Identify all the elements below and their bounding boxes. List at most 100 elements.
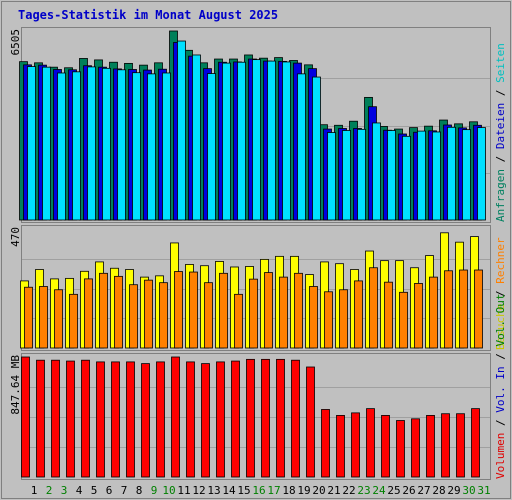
bar [114,275,123,349]
bar [111,361,120,478]
bar [57,72,66,221]
bar [297,73,306,221]
bar [327,132,336,221]
bar [324,291,333,349]
legend-seiten: Seiten [494,43,507,83]
bar [36,359,45,478]
right-legend: Besuche / Rechner [494,237,507,350]
x-axis-tick-labels: 1 2 3 4 5 6 7 8 9 10 11 12 13 14 15 16 17 18 19 20 21 22 23 24 2… [31,484,491,497]
bar [126,361,135,478]
bar [321,409,330,478]
bar [216,361,225,478]
bar [54,289,63,349]
bar [261,358,270,478]
panel-top: 6505 Anfragen / Dateien / Seiten [9,27,507,223]
x-tick-label: 5 [91,484,98,497]
legend-besuche: Besuche [494,304,507,350]
bar [432,131,441,221]
legend-rechner: Rechner [494,237,507,284]
x-tick-label: 6 [106,484,113,497]
bar [339,289,348,349]
bar [417,130,426,221]
bar [402,135,411,221]
panel-bottom: 847.64 MB Volumen / Vol. In / Vol. Out [9,294,507,480]
bar [21,356,30,478]
bar [414,283,423,349]
bar [306,366,315,478]
bar [231,360,240,478]
x-tick-label: 31 [477,484,490,497]
bar [117,69,126,221]
bar [27,66,36,221]
x-tick-label: 20 [312,484,325,497]
bar [342,130,351,221]
y-max-label: 6505 [9,29,22,56]
bar [294,272,303,349]
bar [102,67,111,221]
bar [72,71,81,221]
y-max-label: 470 [9,227,22,247]
x-tick-label: 27 [417,484,430,497]
x-tick-label: 10 [162,484,175,497]
bar [69,293,78,349]
bar [396,420,405,478]
x-tick-label: 24 [372,484,386,497]
bar [171,356,180,478]
bar [249,278,258,349]
legend-vol-out: Vol. Out [494,294,507,347]
legend-separator: / [494,347,507,367]
x-tick-label: 30 [462,484,475,497]
legend-dateien: Dateien [494,103,507,149]
bar [204,282,213,349]
legend-separator: / [494,413,507,433]
bar [459,269,468,349]
bar [177,40,186,221]
bar [426,415,435,478]
x-tick-label: 4 [76,484,83,497]
bar [207,73,216,221]
series-volumen [21,356,480,478]
bar [312,76,321,221]
bar [66,360,75,478]
chart-title: Tages-Statistik im Monat August 2025 [18,8,278,22]
bar [189,271,198,349]
bar [267,60,276,221]
bar [291,359,300,478]
bar [81,359,90,478]
x-tick-label: 2 [46,484,53,497]
y-max-label: 847.64 MB [9,355,22,415]
bar [51,359,60,478]
bar [96,361,105,478]
bar [159,282,168,349]
x-tick-label: 9 [151,484,158,497]
bar [252,59,261,221]
x-tick-label: 16 [252,484,265,497]
x-tick-label: 28 [432,484,445,497]
bar [282,61,291,221]
bar [462,129,471,221]
bar [309,286,318,349]
right-legend: Anfragen / Dateien / Seiten [494,43,507,222]
bar [366,408,375,478]
bar [141,363,150,478]
bar [264,272,273,349]
x-tick-label: 23 [357,484,370,497]
bar [192,54,201,221]
legend-anfragen: Anfragen [494,169,507,222]
bar [384,281,393,349]
bar [87,66,96,221]
bar [129,284,138,349]
bar [477,127,486,221]
x-tick-label: 17 [267,484,280,497]
bar [234,293,243,349]
bar [99,272,108,349]
bar [372,122,381,221]
bar [471,408,480,478]
x-tick-label: 7 [121,484,128,497]
x-tick-label: 22 [342,484,355,497]
bar [42,66,51,221]
bar [162,72,171,221]
x-tick-label: 3 [61,484,68,497]
